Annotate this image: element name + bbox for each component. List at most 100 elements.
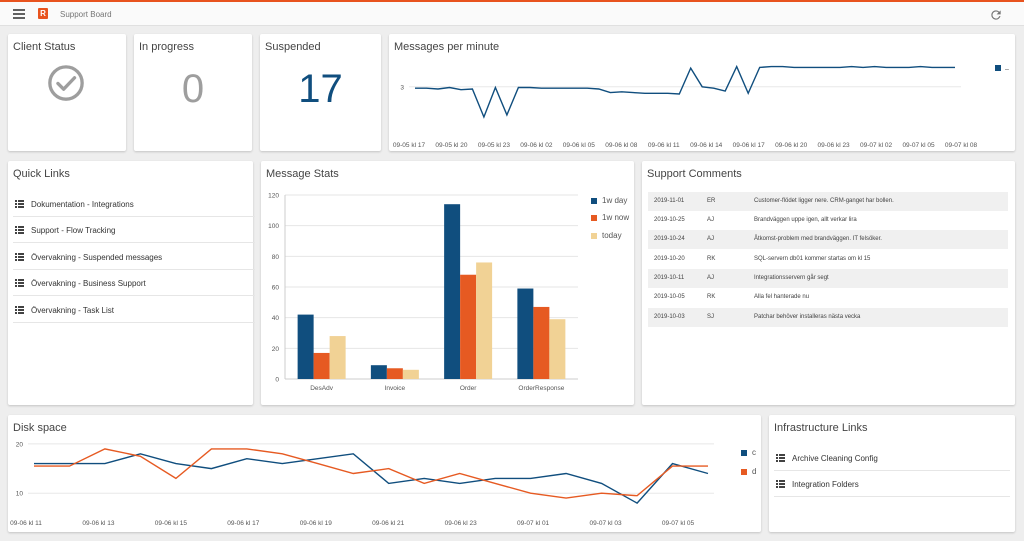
x-tick-label: 09-07 kl 08: [945, 142, 978, 149]
card-title: Infrastructure Links: [774, 422, 868, 434]
list-icon: [15, 306, 24, 314]
infra-link-label: Archive Cleaning Config: [792, 454, 878, 463]
x-tick-label: 09-06 kl 15: [155, 520, 188, 527]
app-logo: R: [38, 8, 48, 19]
legend-label: d: [752, 467, 757, 476]
x-tick-label: 09-05 kl 17: [393, 142, 426, 149]
comment-text: Brandväggen uppe igen, allt verkar lira: [754, 217, 857, 223]
y-tick-label: 3: [400, 84, 404, 91]
list-icon: [15, 226, 24, 234]
x-tick-label: 09-06 kl 23: [445, 520, 478, 527]
x-tick-label: 09-06 kl 02: [520, 142, 553, 149]
list-icon: [15, 253, 24, 261]
comment-initials: SJ: [707, 314, 715, 320]
quick-link-suspended-messages[interactable]: Övervakning - Suspended messages: [13, 244, 255, 270]
infra-link-label: Integration Folders: [792, 480, 859, 489]
quick-link-support-flow-tracking[interactable]: Support - Flow Tracking: [13, 217, 255, 243]
card-title: Quick Links: [13, 168, 70, 180]
x-tick-label: 09-07 kl 05: [902, 142, 935, 149]
suspended-card: Suspended 17: [260, 34, 381, 151]
series-line-main: [415, 64, 955, 119]
list-icon: [15, 279, 24, 287]
x-tick-label: 09-05 kl 23: [478, 142, 511, 149]
bar-DesAdv-0: [297, 314, 314, 379]
comment-text: Customer-flödet ligger nere. CRM-ganget …: [754, 198, 894, 204]
refresh-icon[interactable]: [989, 8, 1003, 22]
quick-link-label: Support - Flow Tracking: [31, 226, 116, 235]
x-tick-label: 09-06 kl 14: [690, 142, 723, 149]
hamburger-menu-icon[interactable]: [13, 9, 25, 19]
x-tick-label: 09-06 kl 05: [563, 142, 596, 149]
disk-space-card: Disk space 10 20 09-06 kl 11 09-06 kl 13 09-…: [8, 415, 761, 532]
x-tick-label: OrderResponse: [518, 385, 564, 392]
comment-date: 2019-10-03: [654, 314, 685, 320]
bar-Invoice-0: [370, 365, 387, 379]
list-icon: [776, 480, 785, 488]
card-title: Message Stats: [266, 168, 339, 180]
app-title: Support Board: [60, 10, 112, 19]
x-tick-label: DesAdv: [310, 385, 334, 392]
bar-Order-1: [460, 274, 477, 379]
message-stats-chart: 0 20 40 60 80 100 120 DesAdv Invoice Order OrderRe…: [268, 193, 578, 392]
x-tick-label: 09-06 kl 11: [10, 520, 42, 527]
quick-link-dokumentation-integrations[interactable]: Dokumentation - Integrations: [13, 191, 255, 217]
comment-row: 2019-10-11 AJ Integrationsservern går segt: [648, 269, 1008, 288]
legend-label: –: [1005, 66, 1009, 73]
card-title: Disk space: [13, 422, 67, 434]
bar-Invoice-1: [386, 368, 403, 379]
in-progress-count: 0: [181, 67, 205, 111]
legend-label: c: [752, 448, 756, 457]
comment-date: 2019-11-01: [654, 198, 685, 204]
legend-item-1w-day: 1w day: [591, 196, 627, 205]
y-tick-label: 80: [272, 254, 280, 261]
x-tick-label: 09-06 kl 08: [605, 142, 638, 149]
bar-Order-0: [444, 204, 461, 379]
client-status-card: Client Status: [8, 34, 126, 151]
quick-link-label: Övervakning - Task List: [31, 306, 114, 315]
y-tick-label: 10: [16, 491, 24, 498]
x-tick-label: 09-06 kl 17: [227, 520, 260, 527]
legend-label: today: [602, 231, 622, 240]
infra-link-archive-cleaning-config[interactable]: Archive Cleaning Config: [774, 445, 1010, 471]
card-title: Support Comments: [647, 168, 742, 180]
x-tick-label: 09-07 kl 03: [589, 520, 622, 527]
quick-link-label: Dokumentation - Integrations: [31, 200, 134, 209]
comment-text: Alla fel hanterade nu: [754, 294, 810, 300]
comment-initials: RK: [707, 256, 716, 262]
app-bar: R Support Board: [0, 0, 1024, 26]
comment-row: 2019-10-24 AJ Åtkomst-problem med brandväg…: [648, 230, 1008, 249]
y-tick-label: 40: [272, 315, 280, 322]
y-tick-label: 60: [272, 285, 280, 292]
x-tick-label: 09-06 kl 17: [733, 142, 766, 149]
quick-links-card: Quick Links: [8, 161, 253, 405]
disk-space-chart: 10 20 09-06 kl 11 09-06 kl 13 09-06 kl 15 09-…: [10, 441, 714, 527]
x-tick-label: Order: [460, 385, 477, 392]
y-tick-label: 120: [268, 193, 279, 200]
comment-initials: RK: [707, 294, 716, 300]
comment-initials: AJ: [707, 236, 715, 242]
card-title: Messages per minute: [394, 41, 500, 53]
comment-date: 2019-10-05: [654, 294, 685, 300]
x-tick-label: 09-06 kl 11: [648, 142, 680, 149]
quick-link-business-support[interactable]: Övervakning - Business Support: [13, 270, 255, 296]
comment-text: Integrationsservern går segt: [754, 275, 829, 281]
bar-DesAdv-2: [329, 336, 346, 379]
in-progress-card: In progress 0: [134, 34, 252, 151]
infra-link-integration-folders[interactable]: Integration Folders: [774, 471, 1010, 497]
bar-Invoice-2: [402, 369, 419, 379]
series-line-d: [34, 448, 708, 499]
legend-label: 1w now: [602, 213, 630, 222]
messages-per-minute-card: Messages per minute 3 09-05 kl 17 09-05 kl…: [389, 34, 1015, 151]
x-tick-label: 09-06 kl 20: [775, 142, 808, 149]
quick-link-task-list[interactable]: Övervakning - Task List: [13, 297, 255, 323]
series-line-c: [34, 453, 709, 504]
x-tick-label: 09-07 kl 05: [662, 520, 695, 527]
message-stats-card: Message Stats 0 20 40 60 80 100 120 DesAdv Invoi…: [261, 161, 634, 405]
legend-label: 1w day: [602, 196, 628, 205]
y-tick-label: 20: [272, 346, 280, 353]
messages-per-minute-chart: 3 09-05 kl 17 09-05 kl 20 09-05 kl 23 09-06 …: [393, 64, 1009, 149]
bar-OrderResponse-2: [549, 319, 566, 379]
bar-DesAdv-1: [313, 352, 330, 379]
x-tick-label: 09-06 kl 19: [300, 520, 333, 527]
comment-date: 2019-10-11: [654, 275, 685, 281]
